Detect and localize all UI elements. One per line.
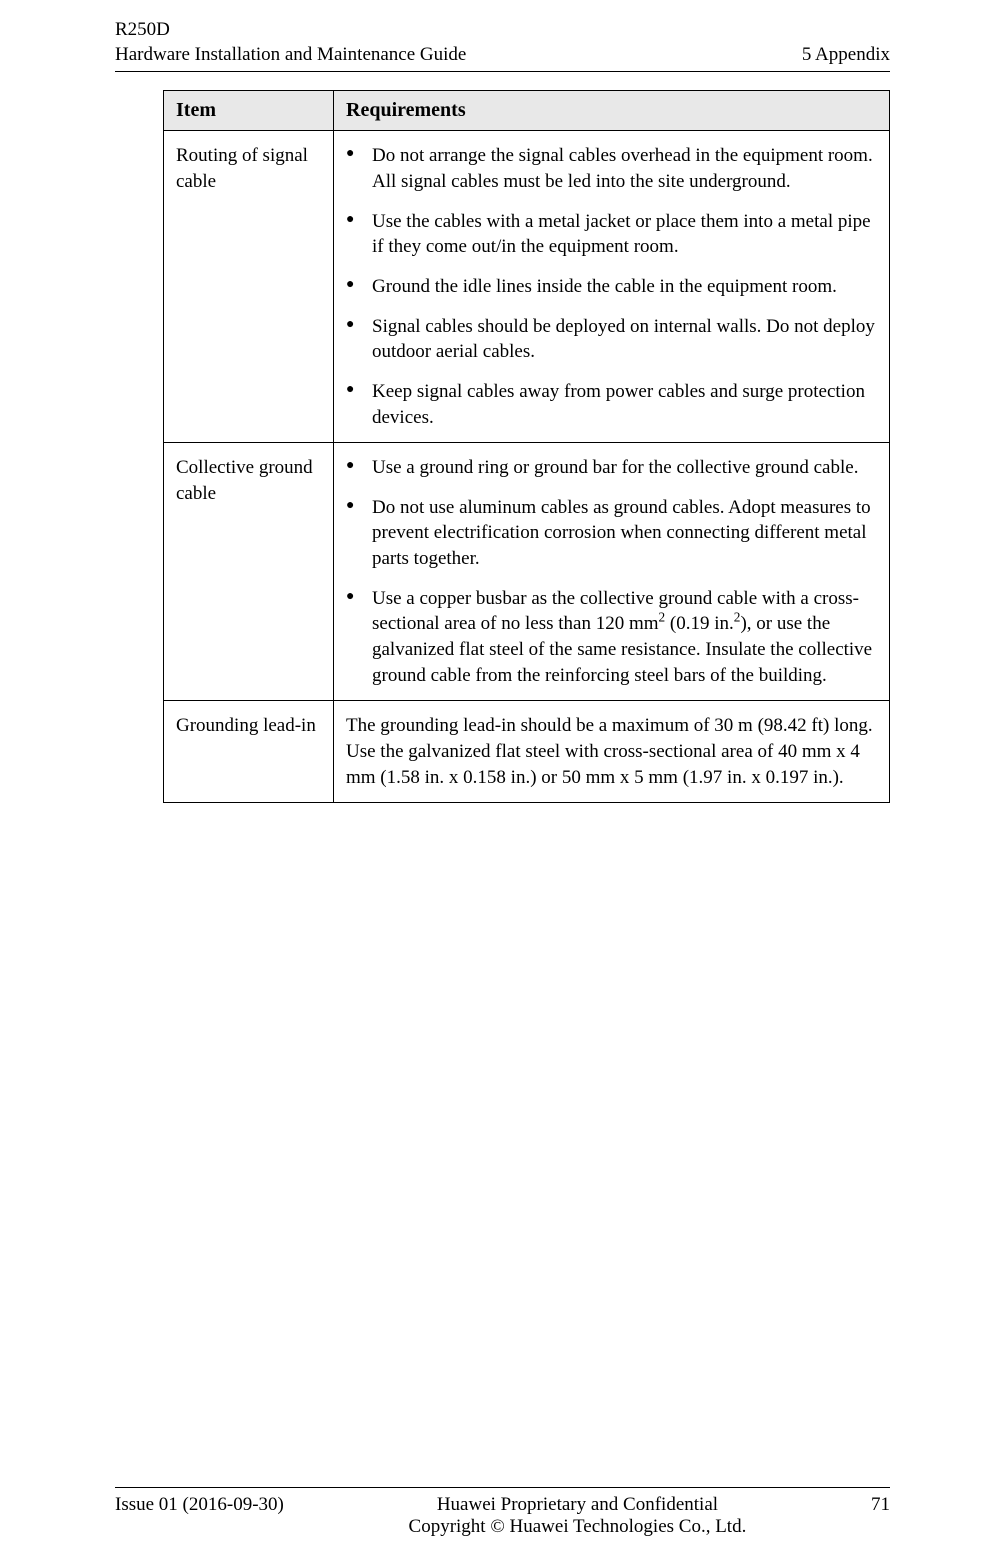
cell-requirements: The grounding lead-in should be a maximu… — [334, 701, 890, 803]
table-row: Collective ground cable Use a ground rin… — [164, 443, 890, 701]
list-item: Use the cables with a metal jacket or pl… — [368, 209, 877, 260]
cell-requirements: Use a ground ring or ground bar for the … — [334, 443, 890, 701]
footer-line2: Copyright © Huawei Technologies Co., Ltd… — [284, 1516, 871, 1538]
cell-item: Grounding lead-in — [164, 701, 334, 803]
requirements-table: Item Requirements Routing of signal cabl… — [163, 90, 890, 803]
header-doc-title: Hardware Installation and Maintenance Gu… — [115, 43, 466, 68]
list-item: Do not use aluminum cables as ground cab… — [368, 495, 877, 572]
list-item: Use a ground ring or ground bar for the … — [368, 455, 877, 481]
requirements-table-wrap: Item Requirements Routing of signal cabl… — [163, 90, 890, 803]
footer-line1: Huawei Proprietary and Confidential — [284, 1494, 871, 1516]
table-row: Grounding lead-in The grounding lead-in … — [164, 701, 890, 803]
busbar-mid: (0.19 in. — [665, 613, 734, 634]
col-header-item: Item — [164, 91, 334, 131]
list-item: Use a copper busbar as the collective gr… — [368, 586, 877, 689]
footer-page: 71 — [871, 1494, 890, 1516]
cell-item: Collective ground cable — [164, 443, 334, 701]
cell-item: Routing of signal cable — [164, 131, 334, 443]
requirement-text: The grounding lead-in should be a maximu… — [346, 713, 877, 790]
header-model: R250D — [115, 18, 466, 43]
requirement-list: Do not arrange the signal cables overhea… — [346, 143, 877, 430]
header-left: R250D Hardware Installation and Maintena… — [115, 18, 466, 67]
list-item: Ground the idle lines inside the cable i… — [368, 274, 877, 300]
table-row: Routing of signal cable Do not arrange t… — [164, 131, 890, 443]
table-header-row: Item Requirements — [164, 91, 890, 131]
page-footer: Issue 01 (2016-09-30) Huawei Proprietary… — [115, 1487, 890, 1538]
list-item: Keep signal cables away from power cable… — [368, 379, 877, 430]
footer-issue: Issue 01 (2016-09-30) — [115, 1494, 284, 1516]
cell-requirements: Do not arrange the signal cables overhea… — [334, 131, 890, 443]
header-section: 5 Appendix — [802, 43, 890, 68]
requirement-list: Use a ground ring or ground bar for the … — [346, 455, 877, 688]
col-header-requirements: Requirements — [334, 91, 890, 131]
list-item: Do not arrange the signal cables overhea… — [368, 143, 877, 194]
footer-center: Huawei Proprietary and Confidential Copy… — [284, 1494, 871, 1538]
page-header: R250D Hardware Installation and Maintena… — [115, 0, 890, 72]
list-item: Signal cables should be deployed on inte… — [368, 314, 877, 365]
